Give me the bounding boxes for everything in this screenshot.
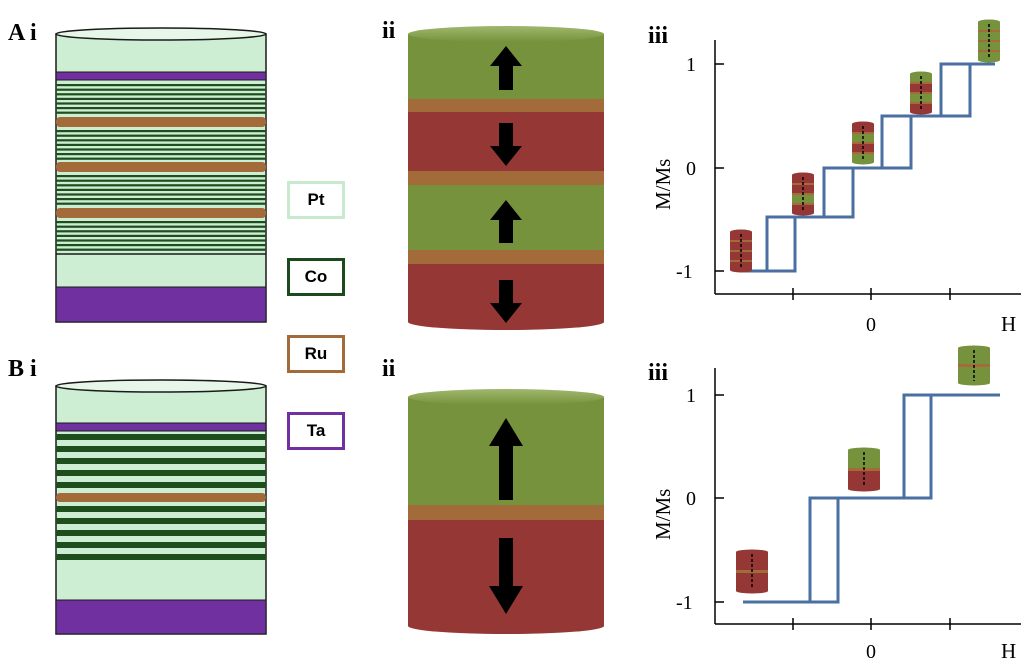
panel-label-b-iii: iii bbox=[648, 360, 668, 386]
state-cylinder-icon bbox=[730, 229, 752, 273]
co-layer bbox=[56, 542, 266, 548]
co-layer bbox=[56, 234, 266, 237]
co-layer bbox=[56, 221, 266, 224]
legend-pt: Pt bbox=[287, 181, 345, 219]
y-tick-label: -1 bbox=[676, 261, 693, 283]
co-layer bbox=[56, 143, 266, 146]
state-cylinder-icon bbox=[978, 19, 1000, 63]
panel-label-b-i: B i bbox=[8, 356, 37, 382]
co-layer bbox=[56, 554, 266, 560]
co-layer bbox=[56, 434, 266, 440]
state-cylinder-icon bbox=[792, 172, 814, 216]
legend-ru: Ru bbox=[287, 335, 345, 373]
panel-label-a-iii: iii bbox=[648, 23, 668, 49]
co-layer bbox=[56, 518, 266, 524]
stack-a bbox=[55, 27, 267, 323]
co-layer bbox=[56, 446, 266, 452]
co-layer bbox=[56, 84, 266, 87]
co-layer bbox=[56, 130, 266, 133]
y-tick-label: 1 bbox=[686, 54, 696, 76]
loop-b-series-line bbox=[743, 393, 1000, 604]
x-axis-label: H bbox=[1001, 639, 1016, 660]
co-layer bbox=[56, 244, 266, 247]
panel-label-b-ii: ii bbox=[382, 356, 396, 382]
co-layer bbox=[56, 230, 266, 233]
x-tick-label: 0 bbox=[866, 314, 876, 336]
arrow-up-icon bbox=[489, 418, 523, 500]
arrow-down-icon bbox=[489, 538, 523, 614]
arrow-up-icon bbox=[490, 200, 522, 243]
co-layer bbox=[56, 193, 266, 196]
co-layer bbox=[56, 157, 266, 160]
legend-label-ru: Ru bbox=[304, 344, 328, 363]
panel-label-a-ii: ii bbox=[382, 18, 396, 44]
co-layer bbox=[56, 202, 266, 205]
arrow-up-icon bbox=[490, 46, 522, 90]
arrow-down-icon bbox=[490, 123, 522, 166]
y-tick-label: -1 bbox=[676, 592, 693, 614]
y-tick-label: 1 bbox=[686, 385, 696, 407]
cylinder-b bbox=[408, 389, 604, 634]
co-layer bbox=[56, 179, 266, 182]
state-cylinder-icon bbox=[852, 121, 874, 165]
co-layer bbox=[56, 134, 266, 137]
co-layer bbox=[56, 188, 266, 191]
co-layer bbox=[56, 482, 266, 488]
legend-co: Co bbox=[287, 258, 345, 296]
y-tick-label: 0 bbox=[686, 158, 696, 180]
co-layer bbox=[56, 111, 266, 114]
state-cylinder-icon bbox=[848, 447, 880, 492]
co-layer bbox=[56, 107, 266, 110]
co-layer bbox=[56, 93, 266, 96]
y-tick-label: 0 bbox=[686, 488, 696, 510]
co-layer bbox=[56, 458, 266, 464]
co-layer bbox=[56, 148, 266, 151]
stack-b bbox=[55, 379, 267, 635]
state-cylinder-icon bbox=[958, 345, 990, 386]
co-layer bbox=[56, 239, 266, 242]
y-axis-label: M/Ms bbox=[651, 159, 675, 210]
state-cylinder-icon bbox=[736, 549, 768, 594]
y-axis-label: M/Ms bbox=[651, 489, 675, 540]
co-layer bbox=[56, 153, 266, 156]
co-layer bbox=[56, 225, 266, 228]
legend-label-ta: Ta bbox=[306, 421, 326, 440]
legend-label-co: Co bbox=[304, 267, 328, 286]
co-layer bbox=[56, 139, 266, 142]
co-layer bbox=[56, 530, 266, 536]
co-layer bbox=[56, 470, 266, 476]
x-tick-label: 0 bbox=[866, 641, 876, 660]
state-cylinder-icon bbox=[910, 71, 932, 115]
co-layer bbox=[56, 198, 266, 201]
panel-label-a-i: A i bbox=[8, 20, 37, 46]
cylinder-a bbox=[408, 26, 604, 330]
loop-chart-b: 1 0 -1 0 H M/Ms bbox=[651, 345, 1021, 660]
legend-ta: Ta bbox=[287, 412, 345, 450]
co-layer bbox=[56, 506, 266, 512]
co-layer bbox=[56, 102, 266, 105]
co-layer bbox=[56, 184, 266, 187]
x-axis-label: H bbox=[1001, 312, 1016, 336]
co-layer bbox=[56, 88, 266, 91]
co-layer bbox=[56, 248, 266, 251]
arrow-down-icon bbox=[490, 280, 522, 323]
co-layer bbox=[56, 175, 266, 178]
loop-chart-a: 1 0 -1 0 H M/Ms bbox=[651, 19, 1021, 336]
legend-label-pt: Pt bbox=[307, 190, 325, 209]
loop-a-series-line bbox=[743, 62, 995, 273]
co-layer bbox=[56, 97, 266, 100]
